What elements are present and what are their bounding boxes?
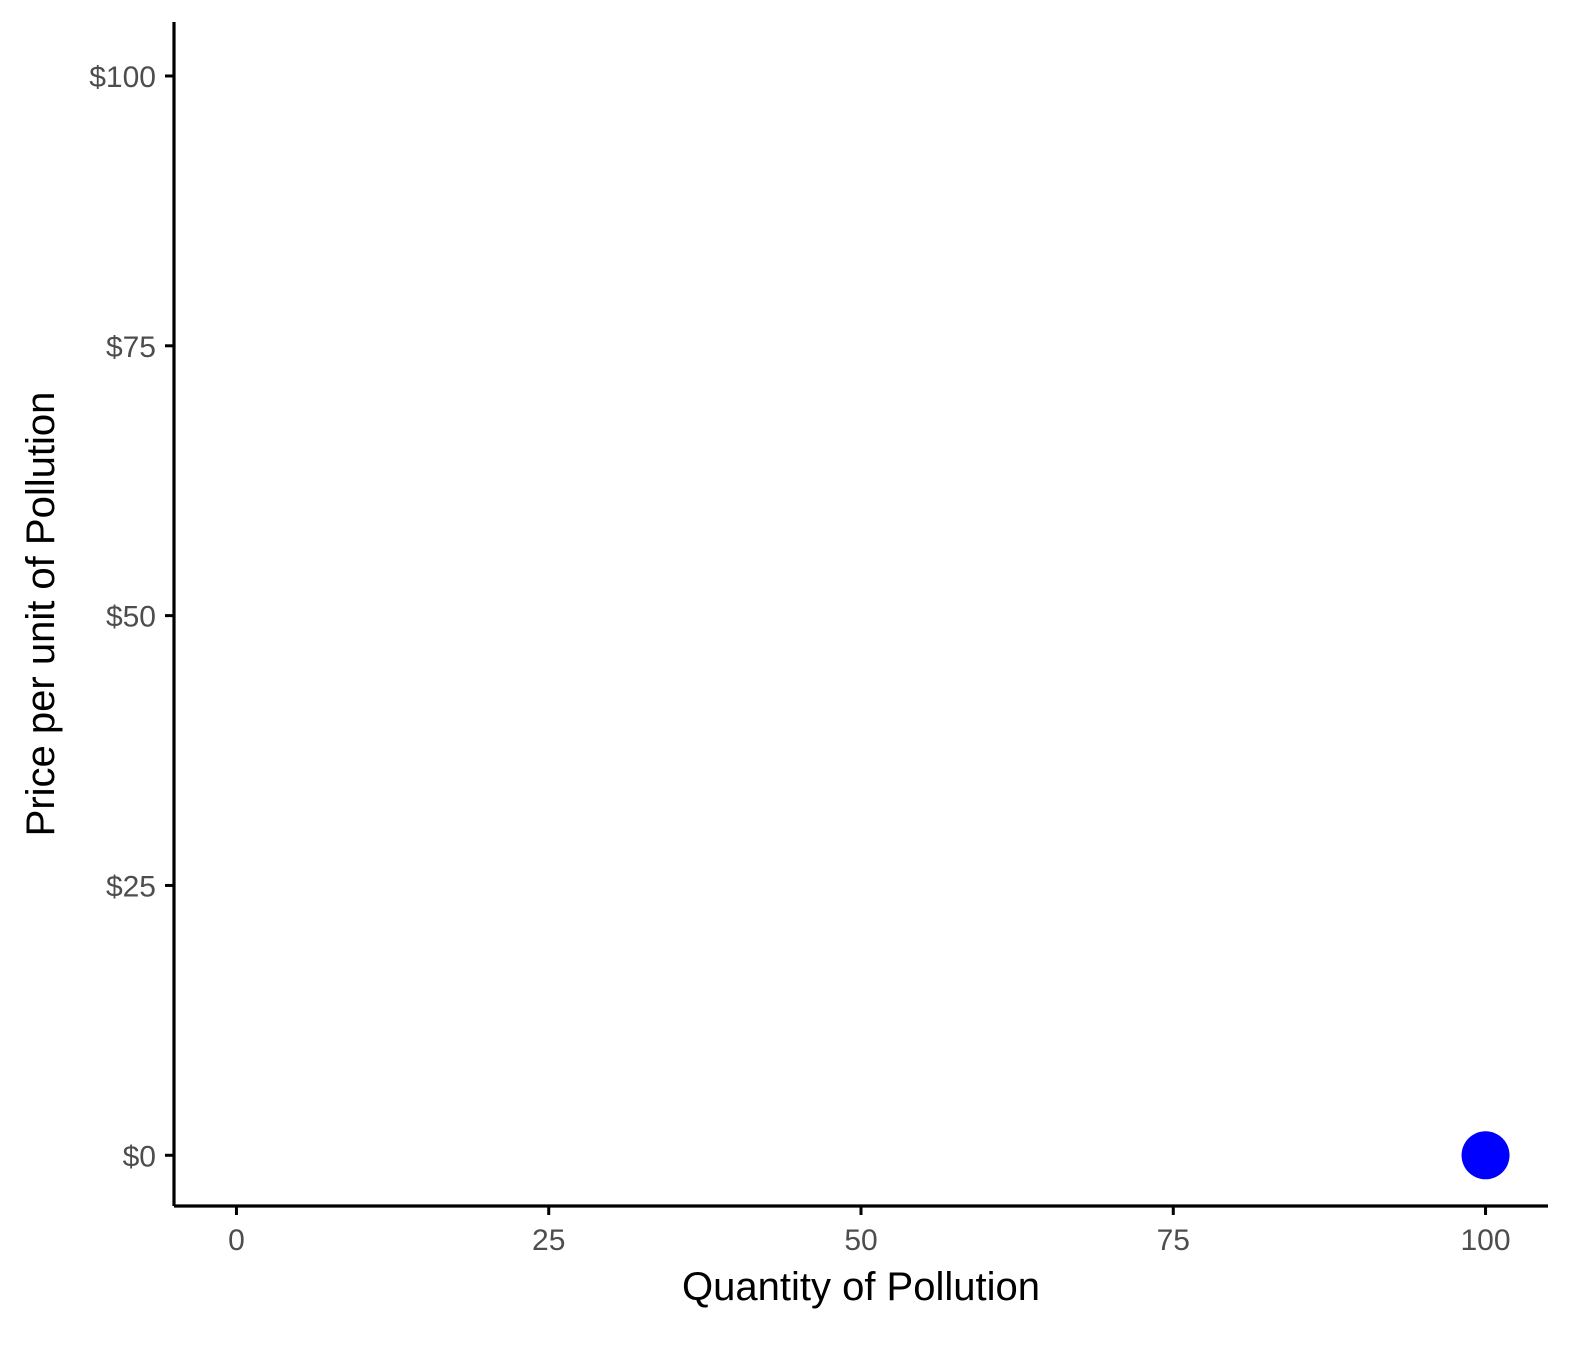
x-tick-label: 25 xyxy=(532,1224,565,1257)
y-tick-label: $100 xyxy=(89,61,156,94)
x-axis: 0 25 50 75 100 xyxy=(174,1204,1548,1257)
plot-area xyxy=(1461,1131,1510,1180)
y-axis-title: Price per unit of Pollution xyxy=(19,392,63,837)
x-tick-label: 0 xyxy=(228,1224,245,1257)
x-tick-label: 50 xyxy=(844,1224,877,1257)
y-tick-label: $0 xyxy=(123,1140,156,1173)
x-tick-label: 75 xyxy=(1157,1224,1190,1257)
x-axis-title: Quantity of Pollution xyxy=(682,1265,1040,1309)
x-tick-label: 100 xyxy=(1461,1224,1511,1257)
data-point xyxy=(1461,1131,1510,1180)
y-tick-label: $25 xyxy=(106,870,156,903)
y-tick-label: $50 xyxy=(106,601,156,634)
y-tick-label: $75 xyxy=(106,331,156,364)
y-axis: $0 $25 $50 $75 $100 xyxy=(89,22,176,1206)
